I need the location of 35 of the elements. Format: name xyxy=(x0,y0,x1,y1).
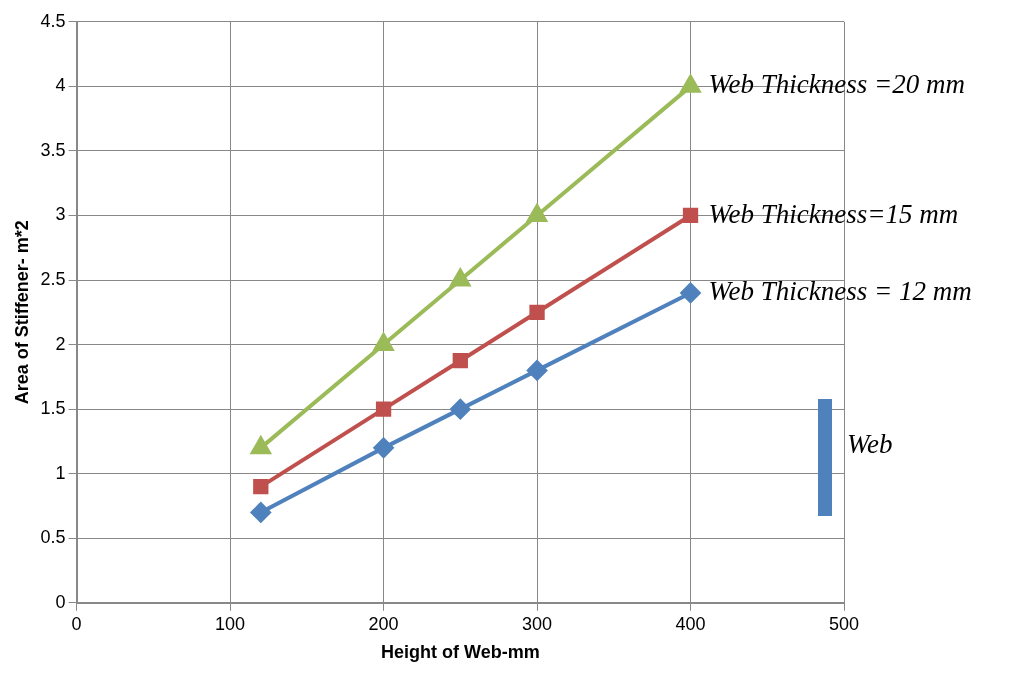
x-tick-label: 100 xyxy=(215,613,246,634)
y-tick-label: 2 xyxy=(55,333,66,354)
x-axis-title: Height of Web-mm xyxy=(380,642,540,663)
point xyxy=(680,75,701,93)
y-tick-label: 4 xyxy=(55,75,66,96)
y-tick-label: 1 xyxy=(55,462,66,483)
y-tick-label: 2.5 xyxy=(40,268,66,289)
x-tick-label: 300 xyxy=(522,613,553,634)
point xyxy=(529,304,545,320)
y-tick-label: 1.5 xyxy=(40,398,66,419)
point xyxy=(527,204,547,222)
point xyxy=(680,282,701,303)
point xyxy=(450,399,471,420)
y-tick-label: 0.5 xyxy=(40,527,66,548)
y-tick-label: 0 xyxy=(55,591,66,612)
point xyxy=(373,437,394,458)
y-axis-title: Area of Stiffener- m*2 xyxy=(11,220,32,405)
point xyxy=(253,478,269,495)
point xyxy=(375,401,392,417)
series-label: Web Thickness =20 mm xyxy=(708,69,965,100)
series-label: Web Thickness = 12 mm xyxy=(708,276,972,307)
series-label: Web Thickness=15 mm xyxy=(708,198,959,229)
point xyxy=(527,360,548,381)
point xyxy=(450,269,471,287)
y-tick-label: 3.5 xyxy=(40,139,66,160)
x-tick-label: 0 xyxy=(71,613,82,634)
y-tick-label: 4.5 xyxy=(40,10,66,31)
point xyxy=(250,502,271,523)
x-tick-label: 500 xyxy=(828,613,860,634)
y-tick-label: 3 xyxy=(55,204,66,225)
x-tick-label: 200 xyxy=(368,613,399,634)
text: Web xyxy=(847,429,893,460)
x-tick-label: 400 xyxy=(675,613,706,634)
point xyxy=(452,353,468,369)
point xyxy=(682,207,699,224)
